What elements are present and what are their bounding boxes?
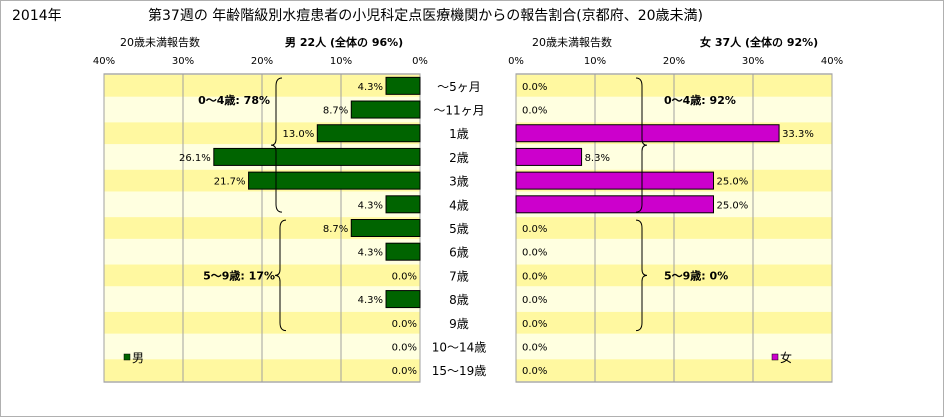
male-panel: 40% 30% 20% 10% 0% 20歳未満報告数 男 22人 (全体の 96%) 4.3… [93, 35, 428, 383]
year-label: 2014年 [12, 8, 62, 24]
data-label: 0.0% [522, 366, 547, 377]
age-category-label: ～5ヶ月 [437, 80, 481, 94]
bar [515, 147, 583, 166]
group-annotation: 5～9歳: 17% [203, 268, 275, 282]
bar [515, 124, 780, 143]
bar [385, 76, 421, 95]
data-label: 0.0% [392, 366, 417, 377]
panel-title: 女 37人 (全体の 92%) [700, 35, 818, 49]
data-label: 8.3% [585, 153, 610, 164]
data-label: 0.0% [392, 271, 417, 282]
age-category-label: 7歳 [449, 269, 469, 283]
data-label: 4.3% [358, 295, 383, 306]
group-bracket [635, 77, 648, 213]
data-label: 21.7% [214, 177, 246, 188]
data-label: 33.3% [782, 129, 814, 140]
data-label: 0.0% [392, 319, 417, 330]
bar [350, 100, 421, 119]
chart-title: 第37週の 年齢階級別水痘患者の小児科定点医療機関からの報告割合(京都府、20歳… [148, 7, 703, 24]
age-category-label: 3歳 [449, 175, 469, 189]
data-label: 0.0% [522, 295, 547, 306]
age-category-label: ～11ヶ月 [433, 104, 484, 118]
group-annotation: 0～4歳: 78% [198, 93, 270, 107]
bar [385, 290, 421, 309]
legend-swatch [771, 353, 779, 361]
data-label: 25.0% [717, 177, 749, 188]
data-label: 25.0% [717, 200, 749, 211]
data-label: 13.0% [283, 129, 315, 140]
data-label: 4.3% [358, 200, 383, 211]
x-tick-label: 40% [93, 56, 115, 67]
data-label: 0.0% [522, 106, 547, 117]
legend-label: 男 [132, 351, 144, 365]
x-tick-label: 10% [330, 56, 352, 67]
bar [316, 124, 421, 143]
bar [515, 171, 714, 190]
age-category-label: 2歳 [449, 151, 469, 165]
group-annotation: 0～4歳: 92% [664, 93, 736, 107]
panel-subtitle: 20歳未満報告数 [532, 36, 612, 49]
data-label: 26.1% [179, 153, 211, 164]
age-category-label: 6歳 [449, 246, 469, 260]
group-annotation: 5～9歳: 0% [664, 268, 728, 282]
x-tick-label: 0% [508, 56, 524, 67]
x-tick-label: 0% [412, 56, 428, 67]
data-label: 8.7% [323, 224, 348, 235]
x-tick-label: 20% [663, 56, 685, 67]
data-label: 0.0% [522, 319, 547, 330]
group-bracket [270, 77, 283, 213]
bar [385, 242, 421, 261]
x-tick-label: 30% [742, 56, 764, 67]
data-label: 8.7% [323, 106, 348, 117]
data-label: 0.0% [522, 342, 547, 353]
age-category-axis: ～5ヶ月 ～11ヶ月 1歳 2歳 3歳 4歳 5歳 6歳 7歳 8歳 9歳 10～14歳 15～19歳 [432, 80, 487, 378]
age-category-label: 10～14歳 [432, 340, 487, 354]
age-category-label: 5歳 [449, 222, 469, 236]
group-bracket [635, 219, 648, 332]
bar [248, 171, 421, 190]
x-tick-label: 40% [821, 56, 843, 67]
bar [515, 195, 714, 214]
age-category-label: 8歳 [449, 293, 469, 307]
data-label: 0.0% [522, 82, 547, 93]
data-label: 4.3% [358, 248, 383, 259]
panel-title: 男 22人 (全体の 96%) [285, 35, 403, 49]
female-panel: 0% 10% 20% 30% 40% 20歳未満報告数 女 37人 (全体の 92%) 0.0… [508, 35, 843, 383]
x-tick-label: 30% [172, 56, 194, 67]
age-category-label: 4歳 [449, 198, 469, 212]
bar [350, 219, 421, 237]
group-bracket [274, 219, 287, 332]
data-label: 4.3% [358, 82, 383, 93]
legend-label: 女 [780, 350, 792, 365]
data-label: 0.0% [522, 224, 547, 235]
panel-subtitle: 20歳未満報告数 [120, 36, 200, 49]
bar [213, 147, 421, 166]
age-category-label: 1歳 [449, 127, 469, 141]
age-category-label: 9歳 [449, 317, 469, 331]
data-label: 0.0% [522, 271, 547, 282]
legend-swatch [123, 353, 131, 361]
bar [385, 195, 421, 214]
data-label: 0.0% [392, 342, 417, 353]
age-category-label: 15～19歳 [432, 364, 487, 378]
x-tick-label: 20% [251, 56, 273, 67]
x-tick-label: 10% [584, 56, 606, 67]
data-label: 0.0% [522, 248, 547, 259]
